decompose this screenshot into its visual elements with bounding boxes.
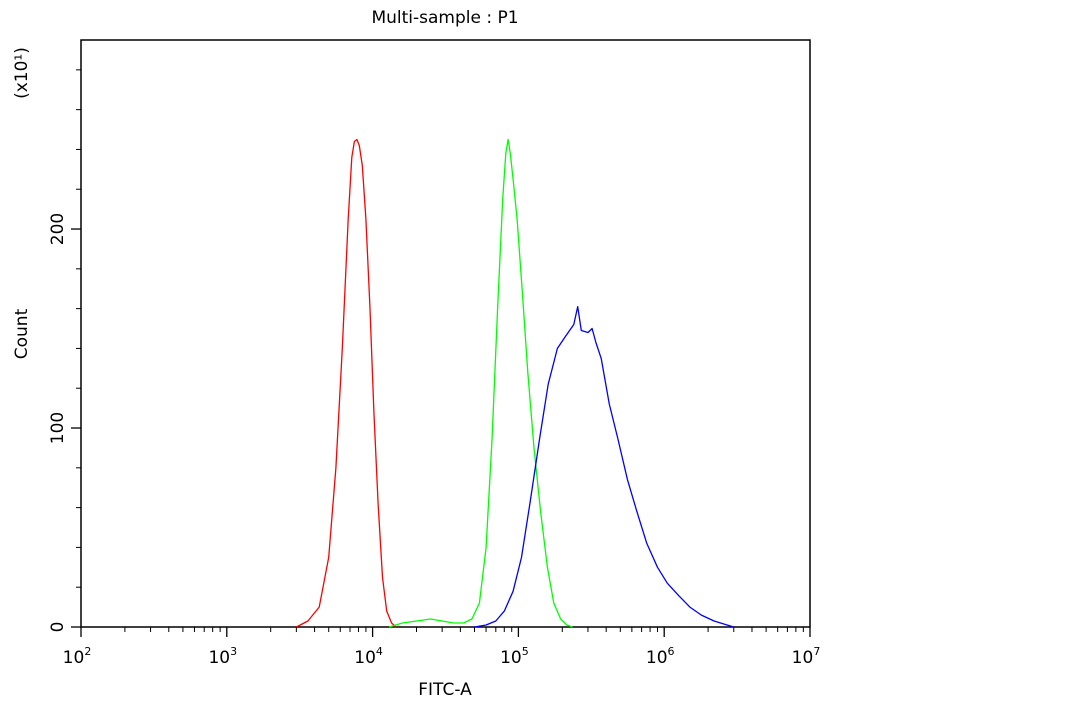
- x-tick-label: 107: [792, 645, 821, 668]
- series-line-1: [296, 138, 397, 628]
- x-tick-label: 106: [646, 645, 675, 668]
- y-axis-label: Count: [12, 308, 32, 359]
- x-tick-label: 103: [208, 645, 237, 668]
- x-tick-label: 105: [500, 645, 529, 668]
- x-tick-label: 104: [354, 645, 383, 668]
- plot-area-frame: [80, 39, 811, 628]
- y-axis-multiplier: (x10¹): [12, 47, 32, 99]
- y-axis-ticks: 0 100 200: [48, 69, 81, 633]
- y-tick-label: 200: [48, 213, 68, 245]
- series-line-2: [389, 138, 573, 628]
- y-tick-label: 0: [48, 622, 68, 633]
- y-tick-label: 100: [48, 412, 68, 444]
- chart-title: Multi-sample : P1: [371, 8, 518, 28]
- series-layer: [296, 138, 734, 628]
- series-line-3: [474, 305, 734, 628]
- x-axis-ticks: 102 103 104 105 106 107: [63, 627, 821, 668]
- x-axis-label: FITC-A: [418, 680, 472, 700]
- x-tick-label: 102: [63, 645, 92, 668]
